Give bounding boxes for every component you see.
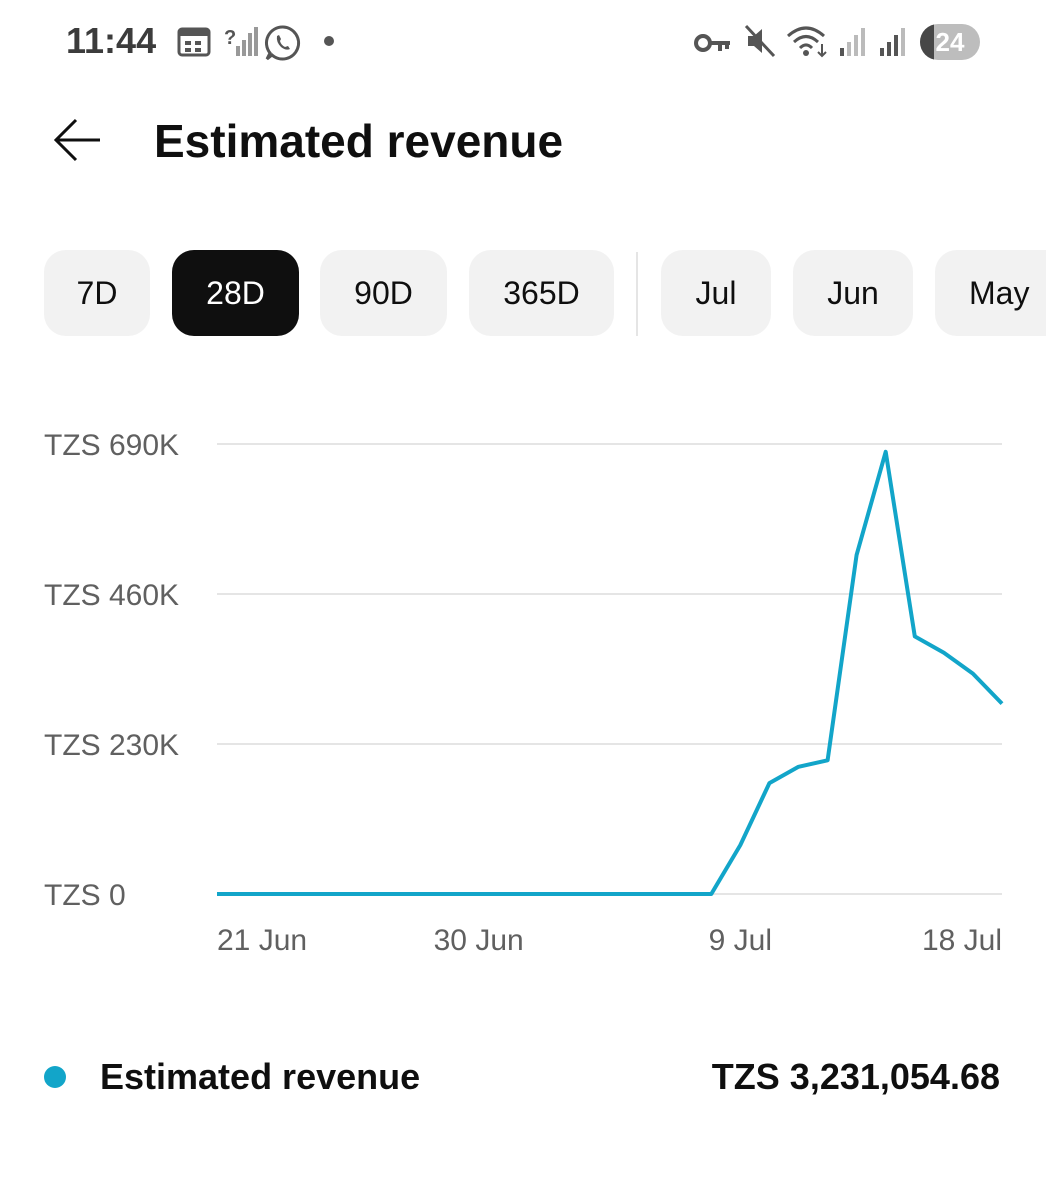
battery-level: 24 bbox=[935, 27, 965, 57]
signal-icon bbox=[880, 28, 905, 56]
no-signal-icon: ? bbox=[224, 27, 258, 56]
legend-total-value: TZS 3,231,054.68 bbox=[711, 1056, 1000, 1097]
chip-jul[interactable]: Jul bbox=[661, 250, 771, 336]
chart-legend: Estimated revenue TZS 3,231,054.68 bbox=[0, 1040, 1046, 1120]
wifi-icon bbox=[787, 26, 827, 58]
y-tick-label: TZS 690K bbox=[44, 429, 179, 462]
battery-indicator: 24 bbox=[920, 24, 980, 60]
vpn-key-icon bbox=[694, 34, 730, 52]
x-tick-label: 9 Jul bbox=[709, 924, 772, 957]
battery-level-fill bbox=[920, 24, 935, 60]
y-tick-label: TZS 460K bbox=[44, 579, 179, 612]
x-tick-label: 21 Jun bbox=[217, 924, 307, 957]
chip-may[interactable]: May bbox=[935, 250, 1046, 336]
notification-dot-icon bbox=[324, 36, 334, 46]
app-header: Estimated revenue bbox=[0, 96, 1046, 186]
status-time: 11:44 bbox=[66, 20, 157, 61]
arrow-left-icon bbox=[53, 118, 100, 162]
chip-365d[interactable]: 365D bbox=[469, 250, 614, 336]
x-tick-label: 18 Jul bbox=[922, 924, 1002, 957]
chip-divider bbox=[636, 252, 638, 336]
chip-90d[interactable]: 90D bbox=[320, 250, 447, 336]
chip-7d[interactable]: 7D bbox=[44, 250, 150, 336]
legend-series-label: Estimated revenue bbox=[100, 1056, 421, 1097]
whatsapp-icon bbox=[265, 25, 301, 61]
svg-text:?: ? bbox=[224, 27, 236, 49]
revenue-series-line bbox=[217, 449, 1004, 896]
revenue-chart-svg: TZS 0 TZS 230K TZS 460K TZS 690K 21 Jun 30 Ju… bbox=[44, 429, 1004, 957]
status-bar: 11:44 ? 24 bbox=[0, 0, 1046, 84]
legend-series-dot bbox=[44, 1066, 66, 1088]
revenue-chart[interactable]: TZS 0 TZS 230K TZS 460K TZS 690K 21 Jun 30 Ju… bbox=[0, 400, 1046, 980]
y-tick-label: TZS 0 bbox=[44, 879, 126, 912]
chip-28d[interactable]: 28D bbox=[172, 250, 299, 336]
range-chip-bar: 7D 28D 90D 365D Jul Jun May bbox=[0, 250, 1046, 338]
calendar-icon bbox=[177, 27, 211, 57]
x-tick-label: 30 Jun bbox=[434, 924, 524, 957]
back-button[interactable] bbox=[40, 108, 116, 172]
mute-icon bbox=[744, 24, 776, 58]
page-title: Estimated revenue bbox=[154, 115, 564, 167]
signal-icon bbox=[840, 28, 865, 56]
chip-jun[interactable]: Jun bbox=[793, 250, 913, 336]
y-tick-label: TZS 230K bbox=[44, 729, 179, 762]
